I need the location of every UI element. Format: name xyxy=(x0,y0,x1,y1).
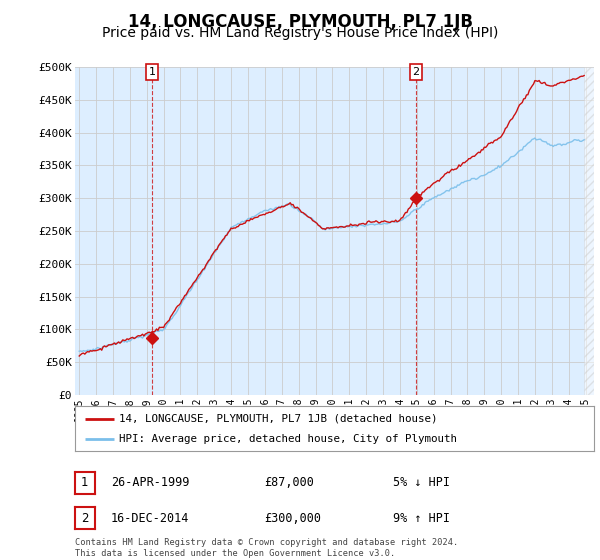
Text: 14, LONGCAUSE, PLYMOUTH, PL7 1JB: 14, LONGCAUSE, PLYMOUTH, PL7 1JB xyxy=(128,13,473,31)
Text: 9% ↑ HPI: 9% ↑ HPI xyxy=(393,511,450,525)
Text: 1: 1 xyxy=(81,476,89,489)
Text: HPI: Average price, detached house, City of Plymouth: HPI: Average price, detached house, City… xyxy=(119,433,457,444)
Text: £87,000: £87,000 xyxy=(264,476,314,489)
Bar xyxy=(584,67,594,395)
Text: Contains HM Land Registry data © Crown copyright and database right 2024.
This d: Contains HM Land Registry data © Crown c… xyxy=(75,538,458,558)
Text: Price paid vs. HM Land Registry's House Price Index (HPI): Price paid vs. HM Land Registry's House … xyxy=(102,26,498,40)
Text: 26-APR-1999: 26-APR-1999 xyxy=(111,476,190,489)
Text: £300,000: £300,000 xyxy=(264,511,321,525)
Text: 5% ↓ HPI: 5% ↓ HPI xyxy=(393,476,450,489)
Text: 14, LONGCAUSE, PLYMOUTH, PL7 1JB (detached house): 14, LONGCAUSE, PLYMOUTH, PL7 1JB (detach… xyxy=(119,413,437,423)
Text: 2: 2 xyxy=(413,67,419,77)
Text: 2: 2 xyxy=(81,511,89,525)
Text: 1: 1 xyxy=(149,67,155,77)
Text: 16-DEC-2014: 16-DEC-2014 xyxy=(111,511,190,525)
